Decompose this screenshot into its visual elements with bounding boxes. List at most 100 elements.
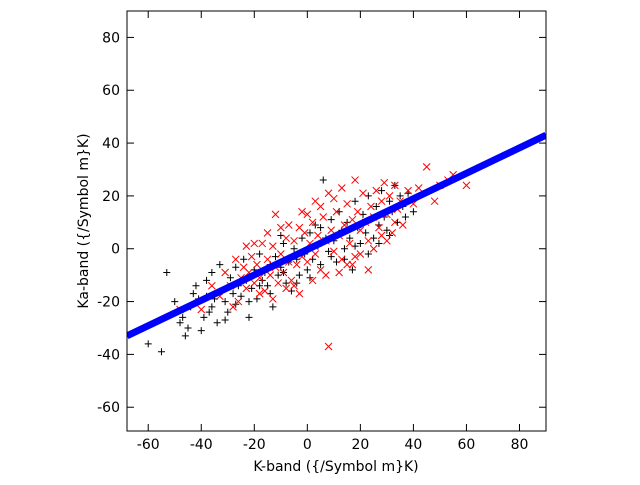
data-point: [256, 250, 264, 258]
fit-line: [127, 131, 546, 340]
data-point: [245, 298, 253, 306]
data-point: [263, 229, 272, 237]
data-point: [242, 284, 251, 293]
data-point: [414, 184, 423, 192]
data-point: [279, 268, 288, 277]
data-point: [208, 303, 216, 311]
data-point: [208, 269, 216, 277]
data-point: [240, 255, 248, 263]
data-point: [364, 236, 373, 245]
data-point: [189, 290, 197, 298]
data-point: [353, 207, 362, 216]
data-point: [292, 260, 301, 269]
data-point: [226, 274, 234, 282]
data-point: [184, 324, 192, 332]
data-point: [269, 303, 277, 311]
data-point: [287, 276, 296, 285]
data-point: [462, 181, 471, 190]
data-point: [290, 281, 298, 290]
data-point: [388, 229, 397, 237]
y-axis-ticks: -60 -40 -20 0 20 40 60 80: [97, 30, 546, 416]
data-point: [303, 210, 312, 219]
data-point: [269, 242, 277, 250]
data-point: [377, 197, 386, 206]
data-point: [375, 223, 383, 232]
data-point: [390, 218, 399, 227]
data-point: [404, 186, 412, 195]
data-point: [303, 258, 312, 266]
data-point: [372, 202, 380, 210]
data-point: [282, 284, 290, 293]
data-point: [422, 162, 431, 171]
data-point: [348, 260, 357, 269]
data-point: [351, 176, 359, 184]
data-point: [311, 250, 320, 258]
data-point: [231, 255, 240, 264]
data-point: [335, 268, 344, 277]
data-point: [263, 255, 272, 264]
data-point: [200, 313, 208, 321]
data-point: [317, 261, 325, 269]
series-2-line: [127, 131, 546, 340]
data-point: [311, 197, 320, 206]
y-tick-label: 0: [111, 242, 120, 258]
y-tick-label: -40: [97, 347, 120, 363]
data-point: [356, 239, 364, 247]
x-axis-ticks: -60 -40 -20 0 20 40 60 80: [137, 11, 529, 453]
y-tick-label: 60: [102, 83, 120, 99]
data-point: [163, 269, 171, 277]
data-point: [409, 208, 417, 216]
data-point: [269, 295, 277, 303]
data-point: [208, 281, 216, 290]
data-point: [255, 289, 264, 298]
data-point: [327, 216, 335, 224]
data-point: [298, 207, 306, 216]
x-axis-label: K-band ({/Symbol m}K): [253, 459, 418, 475]
data-point: [380, 178, 389, 187]
data-point: [319, 176, 327, 184]
data-point: [258, 239, 267, 248]
data-point: [322, 271, 330, 280]
data-point: [337, 184, 346, 192]
data-point: [378, 187, 386, 195]
data-point: [332, 207, 341, 216]
data-point: [398, 221, 407, 229]
data-point: [345, 239, 354, 248]
x-tick-label: -40: [190, 437, 213, 453]
plot-background: [127, 11, 546, 431]
x-tick-label: 40: [404, 437, 422, 453]
data-point: [171, 298, 179, 306]
data-point: [205, 308, 213, 316]
data-point: [213, 319, 221, 327]
x-tick-label: 60: [458, 437, 476, 453]
data-point: [306, 229, 314, 237]
data-point: [253, 260, 261, 269]
x-tick-label: -60: [137, 437, 160, 453]
data-point: [282, 234, 290, 243]
data-point: [375, 239, 383, 247]
data-point: [385, 192, 394, 200]
data-point: [197, 305, 206, 314]
data-point: [351, 197, 359, 205]
data-point: [221, 268, 229, 277]
data-point: [276, 250, 285, 258]
data-point: [346, 234, 354, 242]
data-point: [245, 313, 253, 321]
data-point: [303, 266, 311, 274]
plot-frame: [126, 10, 547, 432]
data-point: [359, 189, 367, 198]
data-point: [221, 298, 229, 306]
data-point: [396, 192, 404, 200]
data-point: [343, 199, 351, 208]
data-point: [229, 302, 237, 311]
data-point: [308, 276, 317, 285]
data-point: [324, 189, 333, 198]
y-axis-label: Ka-band ({/Symbol m}K): [76, 133, 92, 308]
x-tick-label: 80: [511, 437, 529, 453]
data-point: [266, 271, 275, 280]
data-point: [329, 247, 338, 256]
data-point: [197, 327, 205, 335]
data-point: [176, 319, 184, 327]
y-tick-label: -60: [97, 400, 120, 416]
